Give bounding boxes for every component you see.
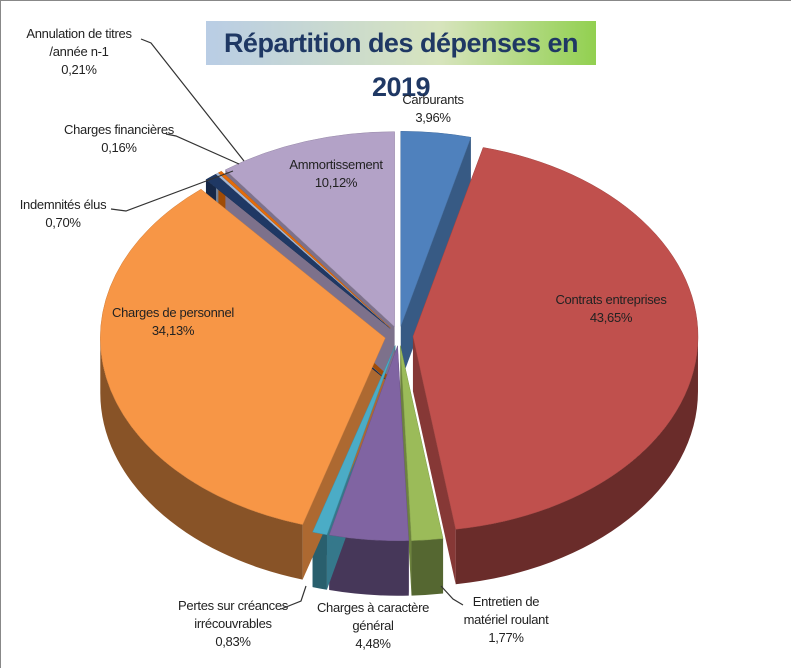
slice-value: 0,16% (101, 140, 137, 155)
slice-label: Annulation de titres /année n-1 0,21% (26, 25, 132, 79)
slice-value: 10,12% (314, 175, 358, 190)
slice (224, 131, 395, 328)
slice (328, 345, 410, 541)
slice-label: Indemnités élus 0,70% (20, 196, 107, 232)
slice-name: Charges à caractère général (316, 600, 430, 633)
leader-line (110, 170, 234, 212)
slice-label: Carburants 3,96% (402, 91, 464, 127)
pie-tops (100, 131, 699, 541)
slice-name: Ammortissement (289, 157, 383, 172)
slice-value: 34,13% (151, 323, 195, 338)
slice-value: 4,48% (355, 636, 391, 651)
slice-name: Charges de personnel (112, 305, 234, 320)
slice-cut-face (412, 336, 456, 585)
slice-value: 0,21% (61, 62, 97, 77)
slice-label: Charges à caractère général 4,48% (317, 599, 429, 653)
slice-value: 3,96% (415, 110, 451, 125)
slice-cut-face (400, 137, 471, 382)
slice-label: Contrats entreprises 43,65% (555, 291, 666, 327)
slice (400, 131, 472, 327)
slice-name: Annulation de titres /année n-1 (26, 26, 132, 59)
slice (205, 173, 391, 329)
leader-line (140, 38, 245, 162)
slice-name: Pertes sur créances irrécouvrables (178, 598, 288, 631)
slice-value: 0,70% (45, 215, 81, 230)
slice-side (411, 538, 444, 596)
slice-label: Charges de personnel 34,13% (112, 304, 234, 340)
slice-value: 1,77% (488, 630, 524, 645)
slice-label: Entretien de matériel roulant 1,77% (464, 593, 549, 647)
leader-line (280, 585, 307, 610)
slice (412, 147, 699, 530)
slice-name: Carburants (402, 92, 464, 107)
slice-name: Indemnités élus (19, 197, 107, 212)
slice (217, 170, 391, 329)
slice-value: 0,83% (215, 634, 251, 649)
slice-name: Charges financières (64, 122, 174, 137)
chart-title: Répartition des dépenses en 2019 (206, 21, 596, 102)
leader-line (165, 133, 240, 165)
slice-side (100, 337, 303, 580)
slice-side (455, 336, 698, 585)
slice-name: Contrats entreprises (555, 292, 667, 307)
slice-side (329, 535, 409, 596)
slice-label: Pertes sur créances irrécouvrables 0,83% (178, 597, 288, 651)
slice-label: Ammortissement 10,12% (289, 156, 383, 192)
slice-cut-face (400, 345, 412, 596)
leader-lines (110, 38, 464, 610)
slice-name: Entretien de matériel roulant (463, 594, 549, 627)
slice (400, 345, 444, 541)
slice (312, 345, 396, 536)
slice-value: 43,65% (589, 310, 633, 325)
leader-line (440, 585, 464, 606)
slice (100, 188, 386, 525)
slice-label: Charges financières 0,16% (64, 121, 174, 157)
